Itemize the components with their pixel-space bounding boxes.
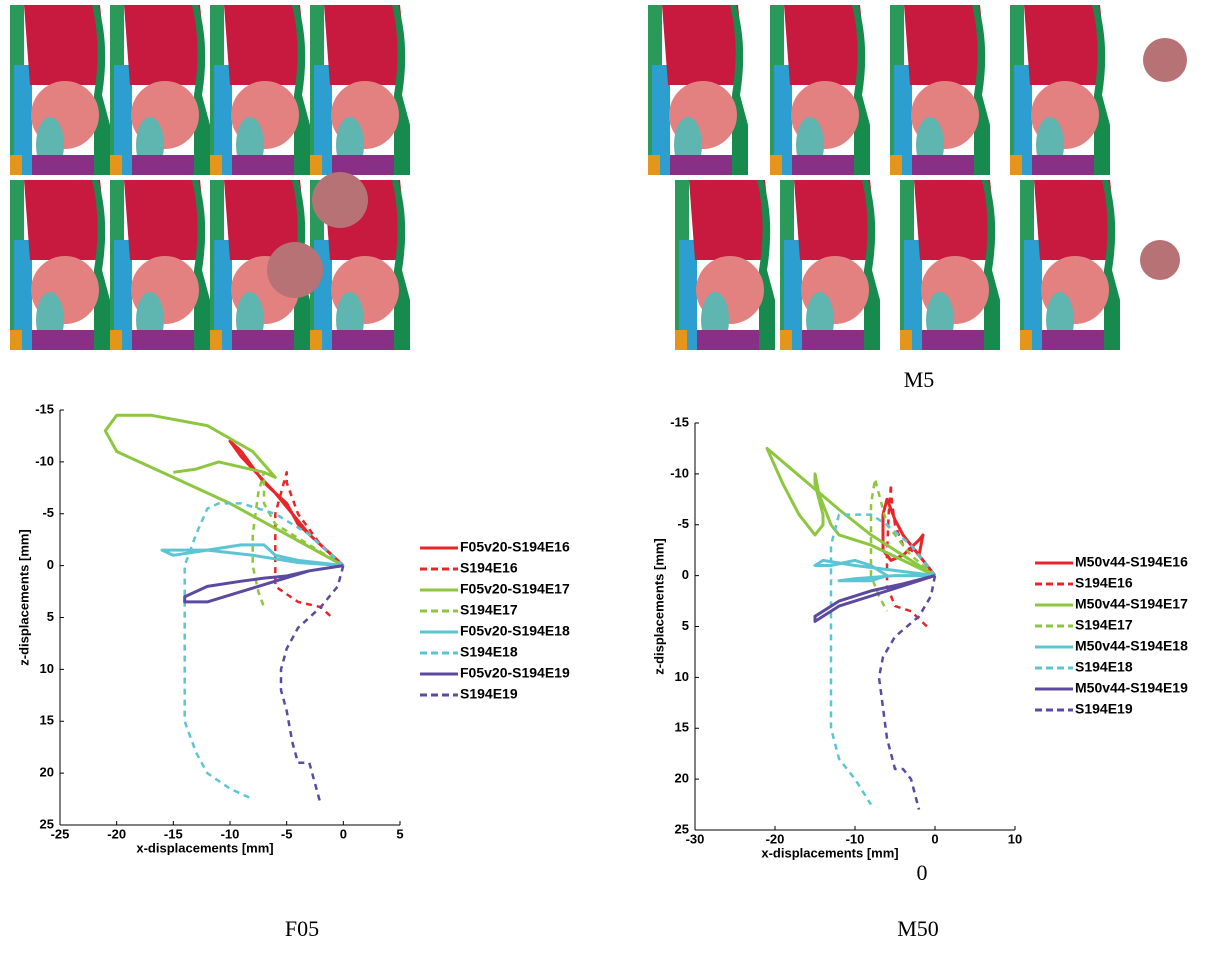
legend-label: F05v20-S194E18 (460, 623, 570, 639)
legend-label: S194E18 (460, 644, 518, 660)
y-tick-label: 0 (47, 557, 54, 572)
x-tick-label: -10 (846, 831, 865, 846)
y-tick-label: 15 (675, 720, 689, 735)
legend-label: M50v44-S194E17 (1075, 596, 1188, 612)
series-line (869, 477, 936, 612)
y-tick-label: -15 (35, 401, 54, 416)
x-tick-label: -5 (281, 826, 293, 841)
series-line (885, 482, 936, 628)
y-tick-label: -10 (670, 465, 689, 480)
y-tick-label: -5 (677, 516, 689, 531)
series-line (813, 558, 936, 583)
series-line (877, 575, 937, 810)
legend-label: M50v44-S194E18 (1075, 638, 1188, 654)
y-tick-label: 0 (682, 567, 689, 582)
x-tick-label: -20 (766, 831, 785, 846)
y-tick-label: 25 (675, 821, 689, 836)
y-tick-label: 15 (40, 713, 54, 728)
series-line (829, 513, 936, 806)
series-line (183, 502, 345, 801)
legend-label: S194E19 (460, 686, 518, 702)
legend-label: S194E17 (460, 602, 518, 618)
x-tick-label: -25 (51, 826, 70, 841)
series-line (228, 439, 345, 567)
image-block-f05 (10, 5, 410, 350)
caption: F05 (285, 916, 319, 941)
y-axis-label: z-displacements [mm] (651, 538, 666, 675)
legend-label: F05v20-S194E19 (460, 665, 570, 681)
x-tick-label: 5 (396, 826, 403, 841)
y-tick-label: -15 (670, 414, 689, 429)
series-line (183, 564, 344, 604)
x-tick-label: -15 (164, 826, 183, 841)
x-tick-label: 0 (340, 826, 347, 841)
y-tick-label: 20 (675, 771, 689, 786)
y-tick-label: 20 (40, 765, 54, 780)
y-tick-label: 25 (40, 816, 54, 831)
legend-label: S194E17 (1075, 617, 1133, 633)
caption: 0 (917, 860, 928, 885)
x-tick-label: -20 (107, 826, 126, 841)
legend-label: F05v20-S194E16 (460, 539, 570, 555)
y-tick-label: 10 (40, 661, 54, 676)
legend-label: F05v20-S194E17 (460, 581, 570, 597)
series-line (274, 471, 345, 619)
x-tick-label: 0 (931, 831, 938, 846)
legend-label: S194E16 (1075, 575, 1133, 591)
legend-label: S194E16 (460, 560, 518, 576)
y-tick-label: -5 (42, 505, 54, 520)
x-axis-label: x-displacements [mm] (136, 840, 273, 855)
x-tick-label: -10 (221, 826, 240, 841)
series-line (765, 446, 936, 577)
x-tick-label: 10 (1008, 831, 1022, 846)
legend-label: M50v44-S194E16 (1075, 554, 1188, 570)
y-axis-label: z-displacements [mm] (16, 529, 31, 666)
image-block-m5 (648, 5, 1187, 350)
caption: M50 (897, 916, 939, 941)
x-axis-label: x-displacements [mm] (761, 845, 898, 860)
y-tick-label: -10 (35, 453, 54, 468)
series-line (813, 574, 936, 623)
series-line (103, 413, 345, 567)
series-line (160, 543, 344, 568)
y-tick-label: 5 (682, 618, 689, 633)
series-line (279, 565, 345, 805)
caption: M5 (904, 367, 935, 392)
legend-label: S194E18 (1075, 659, 1133, 675)
y-tick-label: 10 (675, 669, 689, 684)
x-tick-label: -30 (686, 831, 705, 846)
legend-label: S194E19 (1075, 701, 1133, 717)
legend-label: M50v44-S194E19 (1075, 680, 1188, 696)
y-tick-label: 5 (47, 609, 54, 624)
